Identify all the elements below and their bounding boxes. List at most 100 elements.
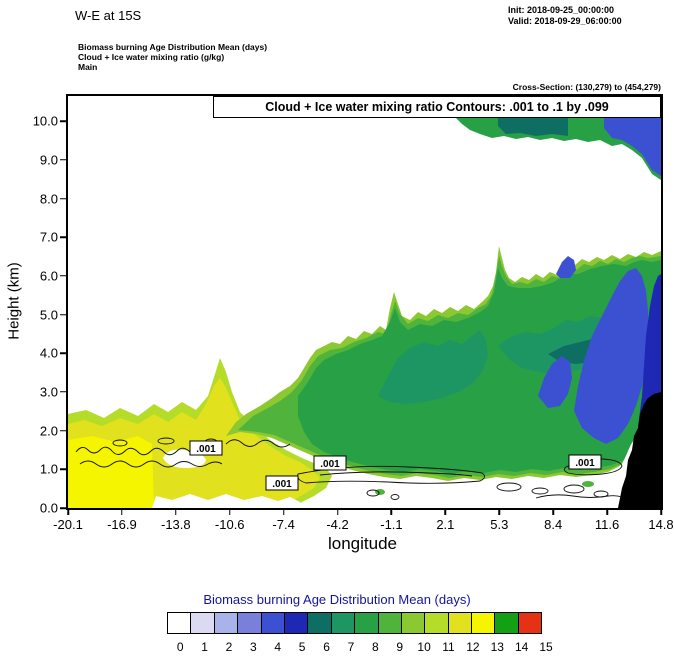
age-4-blue-cap xyxy=(556,256,576,278)
age-4-blue-small xyxy=(538,356,572,408)
colorbar-value-label: 4 xyxy=(274,640,282,654)
colorbar-cell xyxy=(517,612,543,634)
colorbar-cell xyxy=(354,612,379,634)
x-tick-mark xyxy=(498,510,501,515)
colorbar-cell xyxy=(283,612,309,634)
colorbar-cell xyxy=(494,612,519,634)
y-tick-mark xyxy=(60,275,66,277)
age-7-patch-mid xyxy=(378,330,488,404)
run-time-block: Init: 2018-09-25_00:00:00 Valid: 2018-09… xyxy=(508,5,622,27)
field-description-block: Biomass burning Age Distribution Mean (d… xyxy=(78,42,267,72)
colorbar-cells xyxy=(167,612,543,634)
colorbar-value-label: 8 xyxy=(371,640,379,654)
colorbar-value-label: 6 xyxy=(323,640,330,654)
colorbar-cell xyxy=(307,612,332,634)
y-tick-mark xyxy=(60,391,66,393)
x-tick-mark xyxy=(444,510,447,515)
field-line-shaded: Biomass burning Age Distribution Mean (d… xyxy=(78,42,268,52)
colorbar-cell xyxy=(213,612,239,634)
age-13-yellow-bright xyxy=(68,436,154,508)
contour-label-box: .001 xyxy=(313,455,347,471)
low-green-speck xyxy=(582,481,594,487)
colorbar-value-label: 1 xyxy=(201,640,208,654)
y-tick-mark xyxy=(60,468,66,471)
colorbar-value-label: 14 xyxy=(514,640,529,654)
y-tick-label: 4.0 xyxy=(39,345,58,361)
colorbar-value-label: 15 xyxy=(539,640,553,654)
field-line-contour: Cloud + Ice water mixing ratio (g/kg) xyxy=(78,52,225,62)
x-tick-label: -10.6 xyxy=(214,517,245,532)
y-tick-mark xyxy=(60,313,66,316)
contour-label-text: .001 xyxy=(320,459,340,470)
y-tick-mark xyxy=(60,159,66,161)
x-tick-label: -20.1 xyxy=(53,517,83,532)
colorbar-cell xyxy=(377,612,402,634)
contour-value-labels: .001 .001 .001 .001 xyxy=(189,440,602,491)
x-tick-label: 5.3 xyxy=(490,517,509,532)
x-axis-title: longitude xyxy=(327,534,397,553)
low-green-speck xyxy=(375,489,385,495)
x-tick-mark xyxy=(67,510,69,515)
y-tick-label: 2.0 xyxy=(39,423,58,439)
init-time: Init: 2018-09-25_00:00:00 xyxy=(508,5,615,15)
valid-time: Valid: 2018-09-29_06:00:00 xyxy=(508,16,622,26)
x-tick-label: -7.4 xyxy=(272,517,295,532)
x-tick-mark xyxy=(660,510,662,515)
colorbar-value-label: 11 xyxy=(442,640,455,654)
cross-section-label: Cross-Section: (130,279) to (454,279) xyxy=(512,82,661,92)
contour-label-text: .001 xyxy=(272,479,292,490)
colorbar-value-label: 13 xyxy=(490,640,504,654)
age-filled-contours xyxy=(68,118,661,508)
colorbar-cell xyxy=(260,612,285,634)
field-line-grid: Main xyxy=(78,62,98,72)
colorbar-value-label: 9 xyxy=(396,640,404,654)
colorbar-value-label: 7 xyxy=(347,640,355,654)
colorbar-values: 0 1 2 3 4 5 6 7 8 9 10 11 12 13 14 15 xyxy=(168,640,558,654)
y-tick-label: 10.0 xyxy=(32,113,58,129)
age-4-blue-east xyxy=(574,268,648,444)
y-tick-label: 5.0 xyxy=(39,307,58,323)
x-tick-mark xyxy=(336,510,339,515)
x-tick-mark xyxy=(282,510,285,515)
y-tick-mark xyxy=(60,120,66,122)
colorbar-title-text: Biomass burning Age Distribution Mean (d… xyxy=(203,592,471,607)
colorbar-value-label: 10 xyxy=(417,640,431,654)
colorbar-title: Biomass burning Age Distribution Mean (d… xyxy=(0,592,674,607)
y-tick-label: 6.0 xyxy=(39,268,58,284)
x-tick-label: 8.4 xyxy=(544,517,563,532)
x-tick-mark xyxy=(390,510,393,515)
y-tick-label: 1.0 xyxy=(39,461,58,477)
y-axis-title: Height (km) xyxy=(5,262,23,340)
colorbar-value-label: 5 xyxy=(298,640,306,654)
x-tick-label: 2.1 xyxy=(436,517,455,532)
x-tick-label: -4.2 xyxy=(326,517,349,532)
y-tick-label: 3.0 xyxy=(39,384,58,400)
x-tick-mark xyxy=(606,510,608,515)
y-tick-mark xyxy=(60,507,66,509)
contour-label-box: .001 xyxy=(189,440,223,456)
x-tick-mark xyxy=(552,510,554,515)
upper-band-blue xyxy=(604,118,661,176)
colorbar-value-label: 12 xyxy=(466,640,480,654)
colorbar-cell xyxy=(237,612,262,634)
contour-field: .001 .001 .001 .001 xyxy=(68,118,661,508)
contour-label-box: .001 xyxy=(568,454,602,470)
y-tick-label: 0.0 xyxy=(39,500,58,516)
contour-label-text: .001 xyxy=(575,458,595,469)
x-tick-label: -16.9 xyxy=(107,517,137,532)
x-tick-label: 14.8 xyxy=(648,517,674,532)
x-tick-label: 11.6 xyxy=(594,517,620,532)
colorbar-cell xyxy=(447,612,473,634)
colorbar-cell xyxy=(330,612,356,634)
y-tick-label: 8.0 xyxy=(39,191,58,207)
x-tick-mark xyxy=(175,510,177,515)
colorbar-cell xyxy=(167,612,192,634)
colorbar-value-label: 2 xyxy=(225,640,233,654)
y-tick-mark xyxy=(60,429,66,432)
colorbar-value-label: 0 xyxy=(176,640,184,654)
surface-clear-notch xyxy=(152,494,304,508)
colorbar-value-label: 3 xyxy=(250,640,257,654)
y-tick-mark xyxy=(60,352,66,354)
contour-info-text: Cloud + Ice water mixing ratio Contours:… xyxy=(265,100,609,114)
